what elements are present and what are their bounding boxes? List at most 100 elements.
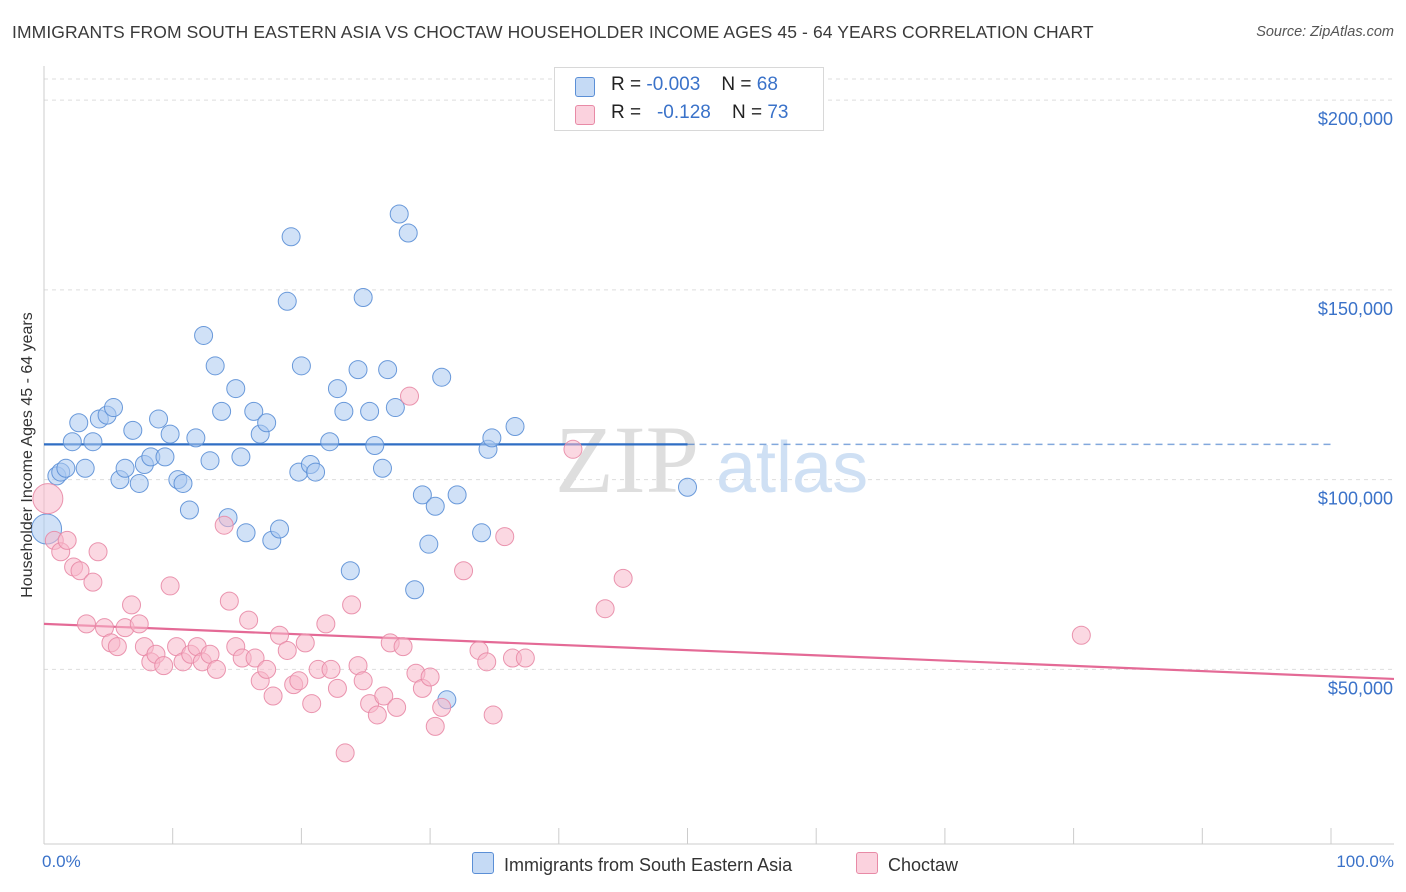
pink-point: [263, 686, 283, 706]
watermark: ZIP atlas: [555, 406, 868, 513]
pink-point: [70, 561, 90, 581]
blue-point: [200, 451, 220, 471]
pink-point: [160, 576, 180, 596]
blue-point: [115, 458, 135, 478]
pink-point: [563, 439, 583, 459]
pink-point: [83, 572, 103, 592]
blue-point: [257, 413, 277, 433]
blue-point: [291, 356, 311, 376]
blue-point: [327, 379, 347, 399]
pink-point: [295, 633, 315, 653]
watermark-zip: ZIP: [555, 406, 699, 513]
blue-point: [277, 291, 297, 311]
pink-point: [270, 625, 290, 645]
blue-point: [149, 409, 169, 429]
legend-r-label: R =: [611, 102, 642, 123]
pink-point: [425, 716, 445, 736]
pink-point: [335, 743, 355, 763]
blue-point: [83, 432, 103, 452]
legend-n-label: N =: [731, 102, 763, 123]
data-points: [31, 204, 1091, 763]
pink-point: [88, 542, 108, 562]
legend-pink-n: 73: [767, 102, 789, 123]
bottom-legend-label-blue: Immigrants from South Eastern Asia: [504, 855, 793, 875]
pink-point: [219, 591, 239, 611]
pink-point: [316, 614, 336, 634]
pink-point: [129, 614, 149, 634]
blue-point: [205, 356, 225, 376]
blue-point: [398, 223, 418, 243]
blue-point: [505, 417, 525, 437]
blue-point: [412, 485, 432, 505]
blue-point: [62, 432, 82, 452]
blue-point: [69, 413, 89, 433]
blue-point: [419, 534, 439, 554]
blue-point: [186, 428, 206, 448]
pink-point: [239, 610, 259, 630]
blue-point: [405, 580, 425, 600]
blue-point: [447, 485, 467, 505]
blue-point: [678, 477, 697, 497]
pink-point: [353, 671, 373, 691]
pink-point: [420, 667, 440, 687]
blue-point: [353, 288, 373, 308]
pink-point: [206, 659, 226, 679]
pink-point: [393, 637, 413, 657]
legend-swatch-blue: [575, 77, 595, 97]
pink-point: [515, 648, 535, 668]
blue-point: [389, 204, 409, 224]
y-tick-label: $150,000: [1318, 299, 1393, 319]
blue-point: [306, 462, 326, 482]
pink-point: [483, 705, 503, 725]
pink-point: [214, 515, 234, 535]
x-tick-label-min: 0.0%: [42, 852, 81, 871]
pink-point: [374, 686, 394, 706]
source-label: Source: ZipAtlas.com: [1256, 24, 1394, 40]
blue-point: [103, 398, 123, 418]
blue-point: [129, 473, 149, 493]
y-tick-label: $100,000: [1318, 489, 1393, 509]
chart-title: IMMIGRANTS FROM SOUTH EASTERN ASIA VS CH…: [12, 22, 1094, 42]
y-tick-label: $50,000: [1328, 678, 1393, 698]
pink-point: [387, 697, 407, 717]
blue-point: [340, 561, 360, 581]
blue-point: [425, 496, 445, 516]
grid-lines: [44, 78, 1394, 670]
pink-point: [342, 595, 362, 615]
pink-point: [477, 652, 497, 672]
blue-point: [270, 519, 290, 539]
blue-point: [231, 447, 251, 467]
x-tick-label-max: 100.0%: [1336, 852, 1394, 871]
pink-point: [122, 595, 142, 615]
pink-point: [327, 678, 347, 698]
y-tick-labels: $50,000 $100,000 $150,000 $200,000: [1318, 109, 1393, 698]
legend-blue-r: -0.003: [646, 74, 701, 95]
pink-point: [107, 637, 127, 657]
correlation-legend: R = -0.003 N = 68 R = -0.128 N = 73: [554, 67, 824, 131]
blue-point: [385, 398, 405, 418]
bottom-legend-swatch-pink: [856, 852, 878, 874]
blue-point: [226, 379, 246, 399]
blue-point: [372, 458, 392, 478]
legend-swatch-pink: [575, 105, 595, 125]
pink-point: [454, 561, 474, 581]
blue-point: [482, 428, 502, 448]
blue-point: [365, 436, 385, 456]
bottom-legend-swatch-blue: [472, 852, 494, 874]
pink-point: [245, 648, 265, 668]
pink-point: [595, 599, 615, 619]
pink-point: [289, 671, 309, 691]
y-axis-label: Householder Income Ages 45 - 64 years: [19, 312, 36, 598]
blue-point: [334, 401, 354, 421]
pink-point: [321, 659, 341, 679]
pink-point: [495, 527, 515, 547]
bottom-legend-blue: Immigrants from South Eastern Asia: [472, 852, 792, 876]
blue-point: [236, 523, 256, 543]
pink-point: [432, 697, 452, 717]
pink-trend-line: [43, 622, 1395, 681]
bottom-legend-label-pink: Choctaw: [888, 855, 959, 875]
watermark-atlas: atlas: [716, 428, 868, 508]
blue-point: [179, 500, 199, 520]
blue-point: [360, 401, 380, 421]
pink-point: [400, 386, 420, 406]
